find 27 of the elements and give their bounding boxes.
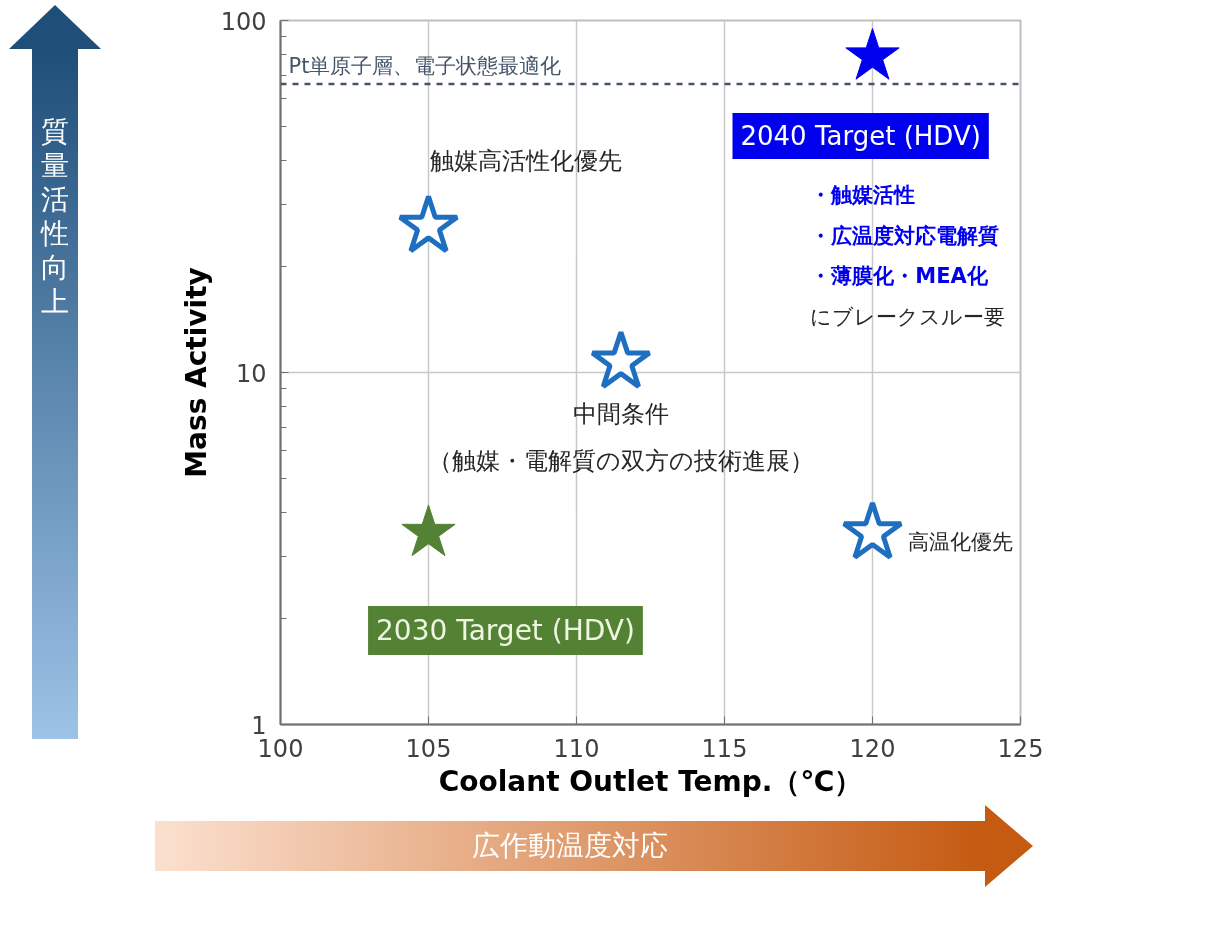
ref-line-label: Pt単原子層、電子状態最適化 [288,54,562,79]
x-tick-label: 105 [405,734,452,763]
x-tick-label: 125 [997,734,1044,763]
point [841,500,904,560]
text: 広作動温度対応 [155,821,985,871]
x-axis-title: Coolant Outlet Temp.（℃） [438,764,863,798]
y-tick-label: 10 [235,359,267,388]
x-tick-label: 120 [849,734,896,763]
x-tick-label: 110 [553,734,600,763]
point [401,504,456,557]
annotation: ・触媒活性 [810,182,916,207]
annotation: 高温化優先 [908,529,1014,554]
point [845,28,900,80]
point [397,193,460,254]
annotation: 2030 Target (HDV) [376,613,635,647]
annotation: 中間条件 [572,400,669,429]
annotation: （触媒・電解質の双方の技術進展） [427,447,814,476]
annotation: ・広温度対応電解質 [810,223,1000,248]
y-axis-title: Mass Activity [179,267,213,478]
y-tick-label: 100 [220,7,267,36]
annotation: ・薄膜化・MEA化 [810,264,989,288]
x-tick-label: 115 [701,734,748,763]
annotation: 触媒高活性化優先 [430,146,623,175]
text: 質量活性向上 [39,115,70,319]
annotation: 2040 Target (HDV) [740,120,981,151]
point [589,329,652,389]
annotation: にブレークスルー要 [810,304,1006,329]
